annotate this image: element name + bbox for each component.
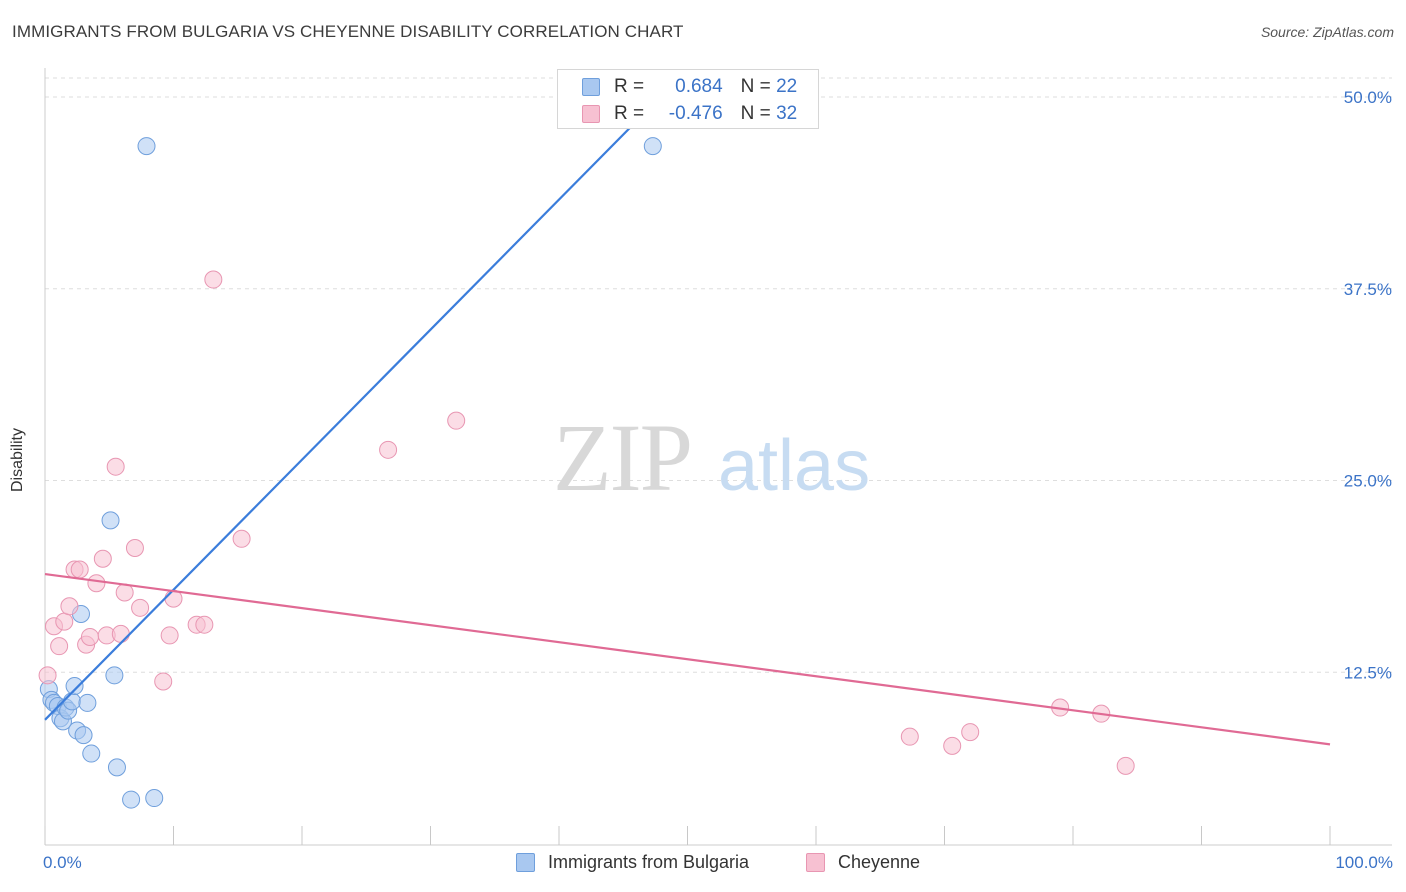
- bulgaria-point: [105, 666, 124, 685]
- cheyenne-point: [379, 440, 398, 459]
- legend-row-bulgaria: R = 0.684 N = 22: [582, 75, 797, 99]
- bulgaria-point: [643, 137, 662, 156]
- cheyenne-point: [195, 615, 214, 634]
- r-label: R =: [614, 76, 645, 97]
- bulgaria-point: [122, 790, 141, 809]
- cheyenne-point: [70, 560, 89, 579]
- axes: [44, 68, 1392, 846]
- bulgaria-point: [62, 692, 81, 711]
- cheyenne-point: [160, 626, 179, 645]
- cheyenne-trend-line: [44, 572, 1331, 746]
- cheyenne-point: [80, 627, 99, 646]
- legend-label: Cheyenne: [838, 852, 921, 872]
- n-value: 32: [776, 103, 798, 124]
- blue-swatch: [582, 78, 600, 96]
- y-tick-label: 50.0%: [1344, 88, 1392, 107]
- cheyenne-point: [60, 597, 79, 616]
- cheyenne-point: [55, 612, 74, 631]
- cheyenne-point: [154, 672, 173, 691]
- cheyenne-point: [943, 736, 962, 755]
- bulgaria-point: [145, 789, 164, 808]
- n-value: 22: [776, 76, 798, 97]
- bulgaria-trend-line: [44, 103, 654, 721]
- legend-item-cheyenne[interactable]: Cheyenne: [806, 852, 920, 873]
- bulgaria-point: [82, 744, 101, 763]
- bulgaria-point: [65, 677, 84, 696]
- bulgaria-point: [137, 137, 156, 156]
- gridlines: [45, 77, 1392, 673]
- bulgaria-point: [101, 511, 120, 530]
- r-value: 0.684: [675, 76, 723, 97]
- cheyenne-point: [111, 624, 130, 643]
- cheyenne-point: [115, 583, 134, 602]
- cheyenne-point: [1116, 756, 1135, 775]
- trend-lines: [44, 103, 1331, 746]
- y-tick-labels: 12.5% 25.0% 37.5% 50.0%: [1344, 88, 1392, 682]
- x-axis-min-label: 0.0%: [43, 853, 82, 872]
- y-tick-label: 25.0%: [1344, 472, 1392, 491]
- pink-swatch: [806, 853, 825, 872]
- bulgaria-point: [74, 726, 93, 745]
- cheyenne-point: [447, 411, 466, 430]
- legend-label: Immigrants from Bulgaria: [548, 852, 750, 872]
- cheyenne-point: [87, 574, 106, 593]
- watermark-zip: ZIP: [553, 404, 691, 511]
- cheyenne-point: [131, 598, 150, 617]
- cheyenne-point: [125, 538, 144, 557]
- pink-swatch: [582, 105, 600, 123]
- legend-row-cheyenne: R = -0.476 N = 32: [582, 102, 797, 126]
- cheyenne-point: [38, 666, 57, 685]
- cheyenne-point: [106, 457, 125, 476]
- cheyenne-point: [232, 529, 251, 548]
- bulgaria-point: [78, 693, 97, 712]
- r-label: R =: [614, 103, 645, 124]
- watermark: ZIP atlas: [553, 404, 870, 511]
- blue-swatch: [516, 853, 535, 872]
- source-credit: Source: ZipAtlas.com: [1260, 24, 1394, 40]
- y-axis-title: Disability: [9, 427, 26, 493]
- watermark-atlas: atlas: [718, 426, 870, 506]
- y-tick-label: 37.5%: [1344, 280, 1392, 299]
- cheyenne-point: [204, 270, 223, 289]
- cheyenne-point: [93, 549, 112, 568]
- series-legend: Immigrants from Bulgaria Cheyenne: [0, 852, 1406, 876]
- chart-title: IMMIGRANTS FROM BULGARIA VS CHEYENNE DIS…: [12, 22, 684, 41]
- cheyenne-point: [900, 727, 919, 746]
- bulgaria-point: [107, 758, 126, 777]
- r-value: -0.476: [668, 103, 723, 124]
- cheyenne-point: [961, 723, 980, 742]
- n-label: N =: [740, 103, 771, 124]
- legend-item-bulgaria[interactable]: Immigrants from Bulgaria: [516, 852, 749, 873]
- correlation-legend: R = 0.684 N = 22 R = -0.476 N = 32: [557, 69, 819, 129]
- cheyenne-point: [50, 637, 69, 656]
- n-label: N =: [740, 76, 771, 97]
- y-tick-label: 12.5%: [1344, 663, 1392, 682]
- x-axis-max-label: 100.0%: [1335, 853, 1393, 872]
